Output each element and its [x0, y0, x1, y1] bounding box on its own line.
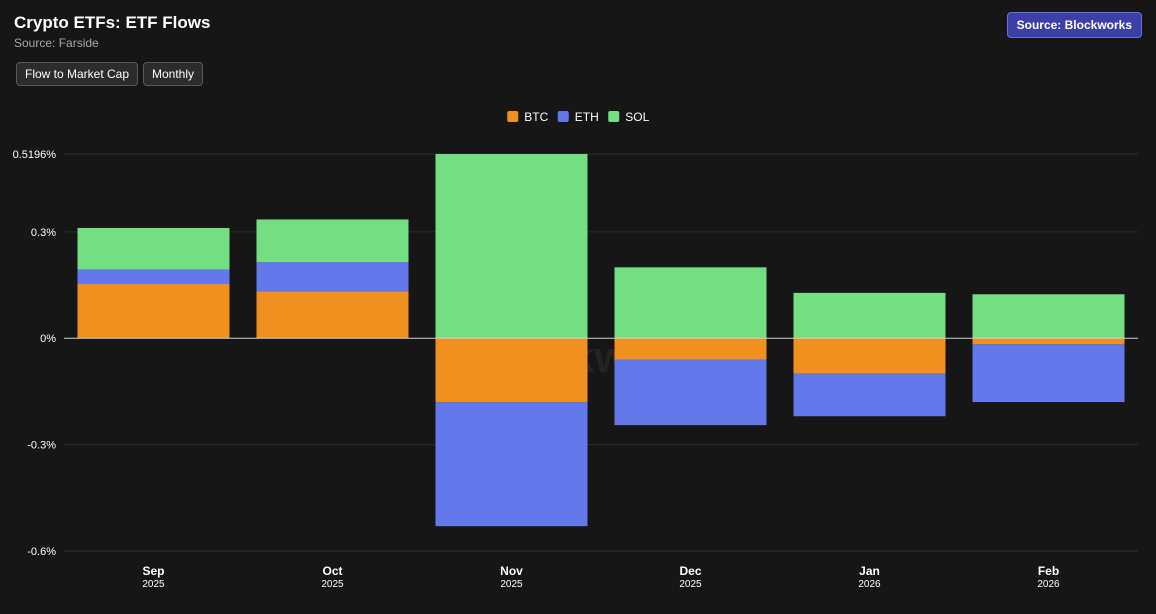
- legend-label-btc[interactable]: BTC: [524, 110, 548, 124]
- bar-btc-feb[interactable]: [972, 338, 1125, 345]
- grid-layer: [64, 153, 1138, 552]
- x-tick-label: Dec: [679, 564, 701, 578]
- legend-label-sol[interactable]: SOL: [625, 110, 649, 124]
- bar-btc-dec[interactable]: [614, 338, 767, 360]
- x-tick-year: 2026: [858, 579, 881, 590]
- legend-swatch-sol: [608, 111, 620, 122]
- x-tick-label: Jan: [859, 564, 880, 578]
- bar-eth-dec[interactable]: [614, 359, 767, 426]
- source-button[interactable]: Source: Blockworks: [1006, 12, 1142, 38]
- bar-eth-oct[interactable]: [256, 262, 409, 292]
- bar-sol-sep[interactable]: [77, 227, 230, 270]
- bar-eth-sep[interactable]: [77, 269, 230, 284]
- monthly-button[interactable]: Monthly: [143, 62, 204, 86]
- page-subtitle: Source: Farside: [14, 36, 99, 50]
- bar-eth-feb[interactable]: [972, 344, 1125, 403]
- legend-label-eth[interactable]: ETH: [575, 110, 599, 124]
- bar-btc-jan[interactable]: [793, 338, 946, 374]
- bar-eth-jan[interactable]: [793, 373, 946, 417]
- bar-btc-oct[interactable]: [256, 291, 409, 339]
- y-tick-label: 0%: [40, 333, 56, 345]
- y-tick-label: -0.3%: [27, 440, 56, 452]
- x-tick-label: Oct: [322, 564, 342, 578]
- legend: BTC ETH SOL: [507, 110, 650, 124]
- bar-sol-nov[interactable]: [435, 154, 588, 339]
- y-tick-label: 0.5196%: [13, 149, 57, 161]
- x-tick-year: 2025: [142, 579, 165, 590]
- bar-sol-feb[interactable]: [972, 294, 1125, 339]
- axis-layer: 0.5196%0.3%0%-0.3%-0.6%Sep2025Oct2025Nov…: [13, 149, 1060, 590]
- y-tick-label: 0.3%: [31, 227, 56, 239]
- x-tick-label: Sep: [142, 564, 164, 578]
- x-tick-year: 2026: [1037, 579, 1060, 590]
- x-tick-label: Feb: [1038, 564, 1059, 578]
- legend-swatch-btc: [507, 111, 519, 122]
- bar-eth-nov[interactable]: [435, 402, 588, 527]
- x-tick-label: Nov: [500, 564, 523, 578]
- legend-swatch-eth: [557, 111, 569, 122]
- x-tick-year: 2025: [679, 579, 702, 590]
- bar-layer: [77, 154, 1125, 527]
- x-tick-year: 2025: [321, 579, 344, 590]
- bar-btc-sep[interactable]: [77, 283, 230, 339]
- bar-sol-dec[interactable]: [614, 267, 767, 339]
- flow-to-market-cap-button[interactable]: Flow to Market Cap: [16, 62, 139, 86]
- y-tick-label: -0.6%: [27, 546, 56, 558]
- bar-btc-nov[interactable]: [435, 338, 588, 403]
- page-title: Crypto ETFs: ETF Flows: [14, 13, 211, 32]
- bar-sol-oct[interactable]: [256, 219, 409, 263]
- x-tick-year: 2025: [500, 579, 523, 590]
- bar-sol-jan[interactable]: [793, 292, 946, 339]
